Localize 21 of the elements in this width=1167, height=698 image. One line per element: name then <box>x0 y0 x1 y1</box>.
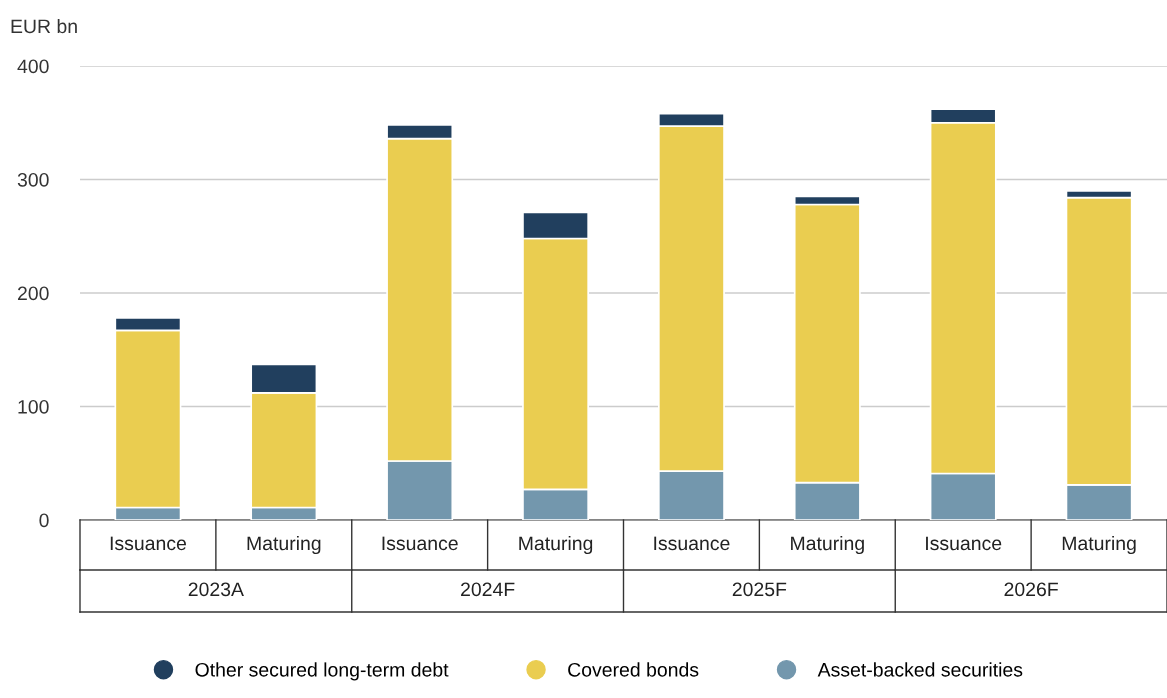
y-tick-label: 200 <box>17 286 49 301</box>
x-tick-label: Issuance <box>654 536 730 551</box>
x-tick-label: Maturing <box>1062 535 1136 555</box>
x-tick-label: Issuance <box>110 536 186 551</box>
x-tick-label: Issuance <box>926 536 1002 551</box>
x-tick-label: Issuance <box>382 536 458 551</box>
y-tick-label: 0 <box>39 513 49 528</box>
y-tick-label: 400 <box>17 59 49 74</box>
text: 2025F <box>732 582 787 597</box>
legend-label: Covered bonds <box>568 662 699 677</box>
y-tick-label: 300 <box>17 172 49 187</box>
legend-label: Asset-backed securities <box>817 662 1023 677</box>
text: 2026F <box>1004 582 1058 597</box>
text: 2024F <box>461 582 515 597</box>
legend-label: Other secured long-term debt <box>195 662 449 681</box>
y-axis-title: EUR bn <box>11 18 77 34</box>
x-tick-label: Maturing <box>519 535 593 555</box>
x-tick-label: Maturing <box>791 535 864 555</box>
x-tick-label: Maturing <box>247 535 321 555</box>
y-tick-label: 100 <box>18 399 49 414</box>
text: 2023A <box>188 582 244 597</box>
